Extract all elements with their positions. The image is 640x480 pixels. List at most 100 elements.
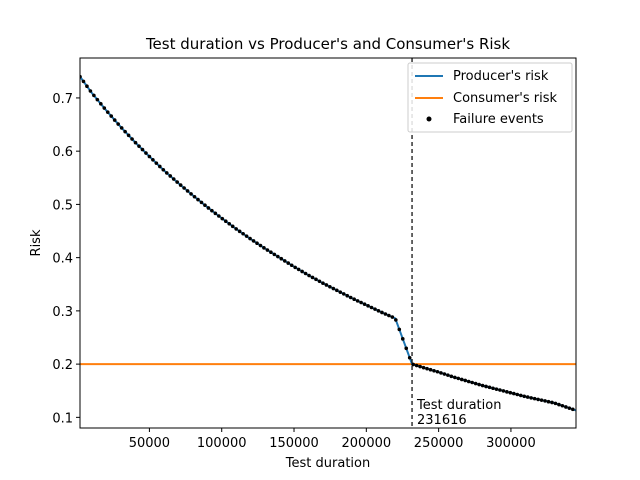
failure-event-point bbox=[331, 286, 336, 291]
failure-event-point bbox=[102, 106, 107, 110]
failure-event-point bbox=[220, 216, 225, 221]
failure-event-point bbox=[404, 346, 409, 351]
failure-event-point bbox=[241, 231, 245, 236]
failure-event-point bbox=[341, 292, 346, 296]
failure-event-point bbox=[158, 164, 162, 169]
failure-event-point bbox=[286, 261, 291, 265]
failure-event-point bbox=[335, 288, 339, 293]
failure-event-point bbox=[446, 373, 450, 377]
failure-event-point bbox=[154, 161, 159, 165]
failure-event-point bbox=[258, 243, 263, 248]
x-axis: 50000 100000 150000 200000 250000 300000 bbox=[129, 428, 536, 451]
failure-event-point bbox=[168, 174, 173, 178]
y-tick-label: 0.2 bbox=[52, 358, 73, 373]
failure-event-point bbox=[352, 297, 356, 302]
plot-area bbox=[80, 58, 576, 428]
failure-event-point bbox=[296, 267, 301, 272]
failure-event-point bbox=[359, 300, 363, 305]
failure-event-point bbox=[532, 396, 537, 401]
failure-event-point bbox=[453, 375, 457, 380]
failure-event-point bbox=[234, 227, 238, 231]
failure-event-point bbox=[303, 271, 308, 276]
failure-event-point bbox=[164, 171, 169, 175]
x-tick-label: 200000 bbox=[342, 436, 392, 451]
failure-event-point bbox=[217, 214, 221, 218]
failure-event-point bbox=[307, 273, 311, 278]
failure-event-point bbox=[543, 399, 547, 403]
failure-event-point bbox=[387, 313, 391, 318]
failure-event-point bbox=[407, 355, 412, 360]
failure-event-point bbox=[477, 382, 481, 387]
failure-event-point bbox=[321, 281, 325, 285]
failure-event-point bbox=[487, 385, 492, 390]
failure-event-point bbox=[515, 392, 520, 397]
failure-event-point bbox=[279, 256, 284, 261]
failure-event-point bbox=[432, 368, 436, 373]
failure-event-point bbox=[491, 386, 495, 391]
failure-event-point bbox=[435, 369, 440, 374]
chart-title: Test duration vs Producer's and Consumer… bbox=[145, 35, 510, 53]
failure-event-point bbox=[130, 137, 134, 141]
failure-event-point bbox=[182, 186, 186, 190]
failure-event-point bbox=[536, 397, 540, 402]
failure-event-point bbox=[571, 407, 575, 412]
failure-event-point bbox=[171, 177, 176, 181]
y-tick-label: 0.6 bbox=[52, 145, 73, 160]
failure-event-point bbox=[112, 118, 117, 122]
failure-event-point bbox=[123, 129, 127, 134]
failure-event-point bbox=[314, 277, 318, 282]
failure-event-point bbox=[310, 275, 315, 280]
failure-event-point bbox=[109, 114, 114, 118]
failure-event-point bbox=[439, 371, 443, 375]
failure-event-point bbox=[133, 140, 138, 145]
failure-event-point bbox=[505, 390, 509, 394]
failure-events-layer bbox=[80, 74, 575, 412]
failure-event-point bbox=[276, 254, 280, 259]
failure-event-point bbox=[369, 305, 374, 310]
plot-frame bbox=[79, 57, 577, 429]
failure-event-point bbox=[81, 79, 86, 84]
failure-event-point bbox=[366, 304, 370, 308]
failure-event-point bbox=[178, 183, 183, 187]
failure-event-point bbox=[189, 192, 193, 196]
failure-event-point bbox=[119, 126, 124, 130]
failure-event-point bbox=[512, 391, 516, 396]
failure-event-point bbox=[494, 387, 499, 391]
failure-event-point bbox=[95, 97, 100, 102]
failure-event-point bbox=[425, 366, 429, 371]
legend-failure-swatch bbox=[426, 116, 432, 122]
failure-event-point bbox=[484, 384, 488, 389]
failure-event-point bbox=[237, 229, 242, 234]
failure-event-point bbox=[206, 206, 211, 210]
failure-event-point bbox=[518, 393, 523, 398]
x-tick-label: 50000 bbox=[129, 436, 170, 451]
failure-event-point bbox=[442, 372, 447, 376]
failure-event-point bbox=[324, 283, 329, 287]
failure-event-point bbox=[151, 158, 155, 162]
failure-event-point bbox=[539, 398, 544, 402]
failure-event-point bbox=[553, 401, 558, 406]
legend-box bbox=[407, 62, 573, 133]
y-tick-label: 0.1 bbox=[52, 411, 73, 426]
failure-event-point bbox=[508, 390, 513, 395]
failure-event-point bbox=[105, 110, 110, 114]
failure-event-point bbox=[251, 239, 256, 243]
failure-event-point bbox=[345, 293, 350, 298]
failure-event-point bbox=[99, 102, 103, 106]
legend: Producer's risk Consumer's risk Failure … bbox=[407, 62, 573, 133]
failure-event-point bbox=[394, 318, 398, 322]
failure-event-point bbox=[421, 365, 426, 370]
y-tick-label: 0.3 bbox=[52, 305, 73, 320]
failure-event-point bbox=[262, 246, 266, 250]
y-tick-label: 0.5 bbox=[52, 198, 73, 213]
failure-event-point bbox=[203, 203, 207, 207]
failure-event-point bbox=[463, 378, 468, 383]
failure-event-point bbox=[213, 211, 218, 216]
failure-event-point bbox=[328, 284, 332, 289]
x-axis-label: Test duration bbox=[285, 456, 370, 471]
failure-event-point bbox=[546, 399, 551, 404]
failure-event-point bbox=[470, 380, 474, 385]
failure-event-point bbox=[400, 337, 405, 341]
failure-event-point bbox=[480, 383, 485, 388]
